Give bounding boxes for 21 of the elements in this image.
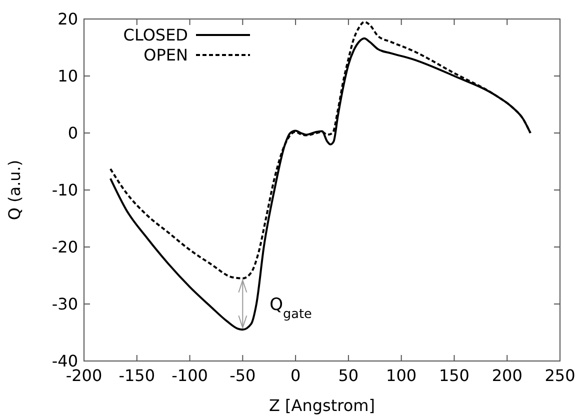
x-tick-label: -100: [172, 366, 208, 385]
legend-label: OPEN: [144, 46, 188, 65]
y-tick-label: -30: [52, 294, 78, 314]
x-tick-label: 200: [492, 366, 522, 385]
y-axis-title: Q (a.u.): [5, 160, 24, 220]
y-tick-label: 0: [68, 124, 78, 143]
legend-label: CLOSED: [123, 26, 188, 45]
x-axis-title: Z [Angstrom]: [269, 396, 375, 415]
x-tick-label: -150: [118, 366, 156, 385]
annotation: Q$_{gate}$: [270, 295, 312, 322]
y-tick-label: -20: [52, 238, 78, 257]
x-tick-label: 0: [290, 366, 301, 385]
y-tick-label: 20: [58, 10, 78, 29]
x-tick-label: 150: [438, 366, 470, 385]
x-tick-label: 100: [386, 366, 417, 385]
x-tick-label: 50: [338, 366, 359, 385]
x-tick-label: -200: [66, 366, 102, 385]
y-tick-label: -10: [52, 180, 78, 200]
y-tick-label: 10: [58, 66, 78, 86]
x-tick-label: -50: [230, 366, 256, 385]
x-tick-label: 250: [544, 366, 576, 385]
